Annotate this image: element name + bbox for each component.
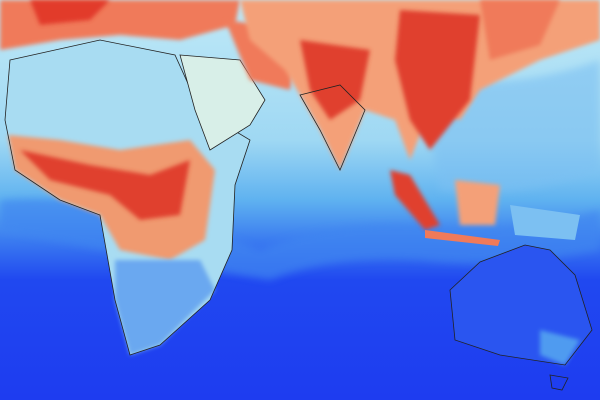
heat-region [30,0,110,25]
heat-region [300,40,370,120]
land [510,205,580,240]
coastline [449,244,593,366]
heat-region [455,180,500,225]
heat-region [390,170,440,230]
coastline [299,84,366,171]
heat-region [480,0,560,60]
heat-region [395,10,480,150]
cool-region [540,330,580,365]
heat-region [20,150,190,220]
heat-region [425,230,500,246]
coastline [549,374,569,391]
coastline [179,54,266,151]
cool-region [115,260,215,355]
